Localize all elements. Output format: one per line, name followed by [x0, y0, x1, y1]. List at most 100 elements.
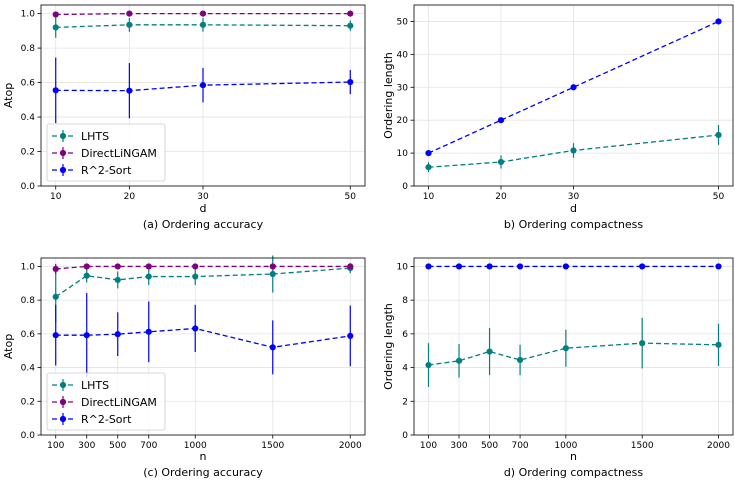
x-axis-label: n [200, 450, 207, 463]
data-point [347, 78, 354, 86]
data-point [52, 24, 59, 31]
x-tick-label: 1500 [261, 441, 284, 451]
data-point [347, 22, 354, 29]
y-tick-label: 0.4 [21, 364, 36, 374]
x-tick-label: 10 [423, 192, 435, 202]
data-point [715, 263, 722, 270]
y-tick-label: 20 [397, 116, 409, 126]
panel-caption: (a) Ordering accuracy [143, 218, 264, 231]
legend-marker [59, 149, 67, 157]
series-line [55, 265, 351, 270]
series-0 [52, 17, 354, 38]
y-tick-label: 40 [397, 50, 409, 60]
y-tick-label: 0.8 [21, 44, 36, 54]
y-tick-label: 10 [397, 149, 409, 159]
data-point [83, 332, 90, 339]
y-tick-label: 0.6 [21, 330, 36, 340]
y-tick-label: 0.6 [21, 79, 36, 89]
data-point [83, 272, 90, 279]
data-point [425, 361, 432, 369]
chart-panel-2: 100 300 500 700 1000 1500 2000 0.0 0.2 0.4 0.6 0.8 1… [2, 255, 366, 479]
chart-panel-0: 10 20 30 50 0.0 0.2 0.4 0.6 0.8 1.0 d Atop (a) Order… [2, 4, 366, 231]
data-point [114, 331, 121, 338]
x-tick-label: 2000 [707, 441, 730, 451]
data-point [114, 263, 121, 270]
y-tick-label: 30 [397, 83, 409, 93]
data-point [52, 11, 59, 18]
series-line [55, 81, 351, 92]
data-point [269, 270, 276, 278]
series-line [428, 342, 719, 366]
series-1 [52, 10, 354, 18]
y-tick-label: 0.2 [21, 397, 35, 407]
data-point [562, 345, 569, 352]
legend-label: DirectLiNGAM [81, 147, 157, 160]
series-2 [52, 293, 354, 378]
legend: LHTS DirectLiNGAM R^2-Sort [46, 372, 166, 431]
data-point [425, 164, 432, 171]
x-tick-label: 2000 [339, 441, 362, 451]
series-2 [52, 57, 354, 124]
x-tick-label: 50 [713, 192, 725, 202]
x-tick-label: 100 [420, 441, 437, 451]
series-1 [52, 263, 354, 275]
data-point [425, 263, 432, 270]
axes-frame [40, 257, 366, 436]
x-axis-label: n [570, 450, 577, 463]
legend-box [46, 123, 166, 182]
data-point [562, 263, 569, 270]
data-point [199, 21, 207, 28]
y-axis-label: Atop [2, 83, 15, 108]
data-point [715, 131, 722, 139]
data-point [497, 158, 505, 166]
data-point [486, 263, 493, 270]
data-point [199, 82, 207, 89]
y-tick-label: 0.2 [21, 148, 35, 158]
legend-marker [59, 132, 67, 140]
data-point [486, 348, 493, 355]
data-point [192, 273, 199, 280]
x-tick-label: 1000 [184, 441, 207, 451]
data-point [570, 147, 577, 154]
data-point [455, 263, 463, 270]
series-line [55, 327, 351, 349]
legend: LHTS DirectLiNGAM R^2-Sort [46, 123, 166, 182]
x-tick-label: 300 [78, 441, 95, 451]
series-line [55, 12, 351, 16]
y-tick-label: 8 [402, 296, 408, 306]
legend-label: LHTS [81, 379, 109, 392]
y-tick-label: 0.8 [21, 296, 36, 306]
y-tick-label: 0.0 [21, 182, 36, 192]
x-axis-label: d [570, 202, 577, 215]
legend-marker [59, 381, 67, 389]
series-line [428, 134, 719, 168]
x-tick-label: 300 [450, 441, 467, 451]
series-0 [425, 125, 722, 173]
y-axis-label: Ordering length [382, 303, 395, 390]
legend-label: DirectLiNGAM [81, 396, 157, 409]
series-0 [425, 317, 722, 387]
axes-frame [413, 257, 734, 436]
y-axis-label: Atop [2, 334, 15, 359]
data-point [269, 344, 276, 351]
x-tick-label: 700 [511, 441, 528, 451]
legend-marker [59, 415, 67, 423]
series-line [55, 267, 351, 298]
x-tick-label: 700 [140, 441, 157, 451]
y-tick-label: 10 [397, 262, 409, 272]
data-point [145, 263, 152, 270]
data-point [347, 332, 354, 339]
y-tick-label: 0.0 [21, 431, 36, 441]
data-point [639, 340, 646, 347]
data-point [516, 263, 524, 270]
data-point [126, 10, 133, 17]
y-tick-label: 1.0 [21, 10, 36, 20]
y-tick-label: 0.4 [21, 113, 36, 123]
x-tick-label: 1000 [554, 441, 577, 451]
data-point [516, 356, 524, 364]
data-point [455, 357, 463, 364]
panel-caption: (c) Ordering accuracy [143, 466, 263, 479]
data-point [347, 10, 354, 17]
data-point [497, 117, 505, 124]
data-point [192, 325, 199, 332]
